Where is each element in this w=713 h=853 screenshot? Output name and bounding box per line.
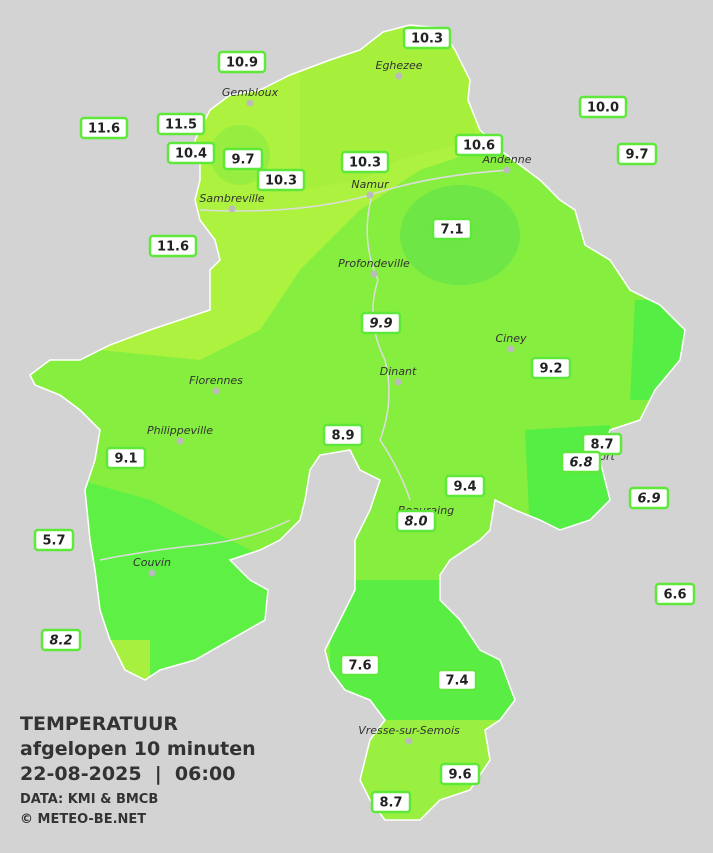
station-value: 5.7 — [42, 534, 65, 549]
city-name: Profondeville — [338, 257, 410, 270]
station-box — [105, 446, 147, 470]
station-value: 10.0 — [587, 101, 619, 116]
cities: EghezeeGemblouxAndenneNamurSambrevillePr… — [133, 59, 615, 745]
station-box — [431, 217, 473, 241]
station-value: 10.3 — [411, 32, 443, 47]
station-box — [322, 423, 364, 447]
legend: TEMPERATUUR afgelopen 10 minuten 22-08-2… — [20, 713, 256, 827]
station-box — [156, 112, 206, 136]
station-value: 8.2 — [49, 634, 72, 649]
station-value: 10.3 — [349, 156, 381, 171]
city-name: Dinant — [380, 365, 417, 378]
station-box — [79, 116, 129, 140]
station-box — [222, 147, 264, 171]
station-value: 9.7 — [231, 153, 254, 168]
station-box — [370, 790, 412, 814]
station-value: 9.6 — [448, 768, 471, 783]
station-box — [436, 668, 478, 692]
station-box — [578, 95, 628, 119]
city-name: Namur — [351, 178, 390, 191]
station-value: 8.0 — [404, 515, 427, 530]
station-box — [166, 141, 216, 165]
station-box — [444, 474, 486, 498]
city-dot — [212, 387, 220, 395]
station-box — [217, 50, 267, 74]
city-name: Philippeville — [147, 424, 213, 437]
station-value: 8.9 — [331, 429, 354, 444]
city-name: Vresse-sur-Semois — [358, 724, 460, 737]
station-box — [360, 311, 402, 335]
station-box — [616, 142, 658, 166]
station-value: 11.5 — [165, 118, 197, 133]
legend-datetime: 22-08-2025 | 06:00 — [20, 763, 235, 785]
city-name: Sambreville — [199, 192, 264, 205]
city-dot — [246, 99, 254, 107]
station-box — [395, 509, 437, 533]
city-dot — [366, 191, 374, 199]
city-dot — [503, 166, 511, 174]
station-value: 10.6 — [463, 139, 495, 154]
station-value: 11.6 — [88, 122, 120, 137]
city-dot — [370, 270, 378, 278]
station-value: 6.9 — [637, 492, 660, 507]
station-box — [148, 234, 198, 258]
station-value: 9.9 — [369, 317, 392, 332]
station-box — [340, 150, 390, 174]
station-box — [256, 168, 306, 192]
city-dot — [176, 437, 184, 445]
station-box — [454, 133, 504, 157]
legend-source: DATA: KMI & BMCB — [20, 792, 158, 807]
legend-title: TEMPERATUUR — [20, 713, 178, 735]
city-dot — [395, 72, 403, 80]
station-value: 6.6 — [663, 588, 686, 603]
station-box — [654, 582, 696, 606]
station-value: 6.8 — [569, 456, 592, 471]
station-value: 7.1 — [440, 223, 463, 238]
stations: 10.3 10.9 10.0 11.6 11.5 10.4 9.7 10.6 9.7 10.3 10… — [33, 26, 696, 814]
station-value: 10.9 — [226, 56, 258, 71]
station-value: 8.7 — [379, 796, 402, 811]
city-name: Eghezee — [376, 59, 423, 72]
station-value: 7.4 — [445, 674, 468, 689]
station-value: 9.4 — [453, 480, 476, 495]
station-box — [40, 628, 82, 652]
city-dot — [405, 737, 413, 745]
station-value: 7.6 — [348, 659, 371, 674]
station-value: 9.1 — [114, 452, 137, 467]
city-dot — [394, 378, 402, 386]
city-name: Gembloux — [222, 86, 279, 99]
station-box — [530, 356, 572, 380]
station-box — [33, 528, 75, 552]
station-box — [339, 653, 381, 677]
station-value: 10.3 — [265, 174, 297, 189]
city-dot — [507, 345, 515, 353]
station-value: 9.2 — [539, 362, 562, 377]
legend-subtitle: afgelopen 10 minuten — [20, 738, 256, 760]
city-dot — [148, 569, 156, 577]
station-value: 11.6 — [157, 240, 189, 255]
station-box — [581, 432, 623, 456]
station-value: 8.7 — [590, 438, 613, 453]
city-name: Couvin — [133, 556, 171, 569]
station-box — [402, 26, 452, 50]
station-value: 10.4 — [175, 147, 207, 162]
city-name: Ciney — [496, 332, 527, 345]
legend-copyright: © METEO-BE.NET — [20, 812, 146, 827]
station-box — [439, 762, 481, 786]
station-box — [628, 486, 670, 510]
city-name: Florennes — [189, 374, 243, 387]
station-box — [560, 450, 602, 474]
station-value: 9.7 — [625, 148, 648, 163]
city-dot — [228, 205, 236, 213]
